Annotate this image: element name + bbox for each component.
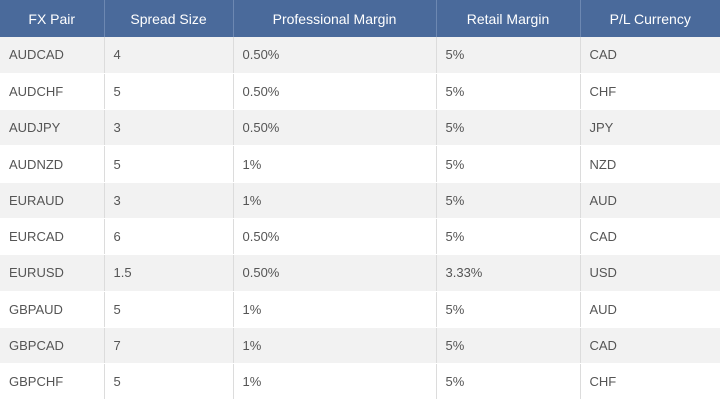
table-row: EURAUD 3 1% 5% AUD: [0, 182, 720, 219]
table-row: GBPAUD 5 1% 5% AUD: [0, 291, 720, 328]
cell-fx-pair: AUDNZD: [0, 145, 105, 183]
cell-pl-currency: JPY: [580, 109, 720, 147]
cell-retail-margin: 3.33%: [436, 254, 581, 292]
column-header-retail-margin: Retail Margin: [436, 0, 581, 37]
cell-retail-margin: 5%: [436, 37, 581, 74]
cell-spread-size: 1.5: [104, 254, 234, 292]
cell-fx-pair: GBPCAD: [0, 327, 105, 365]
cell-retail-margin: 5%: [436, 291, 581, 328]
cell-retail-margin: 5%: [436, 327, 581, 365]
header-row: FX Pair Spread Size Professional Margin …: [0, 0, 720, 37]
column-header-fx-pair: FX Pair: [0, 0, 105, 37]
cell-fx-pair: EURAUD: [0, 182, 105, 219]
cell-professional-margin: 0.50%: [233, 109, 437, 147]
cell-pl-currency: CAD: [580, 37, 720, 74]
cell-spread-size: 5: [104, 73, 234, 111]
cell-fx-pair: EURCAD: [0, 218, 105, 256]
table-row: GBPCHF 5 1% 5% CHF: [0, 363, 720, 400]
cell-pl-currency: NZD: [580, 145, 720, 183]
cell-fx-pair: EURUSD: [0, 254, 105, 292]
table-row: AUDCAD 4 0.50% 5% CAD: [0, 37, 720, 74]
cell-pl-currency: CHF: [580, 73, 720, 111]
cell-fx-pair: AUDCHF: [0, 73, 105, 111]
cell-spread-size: 3: [104, 182, 234, 219]
cell-retail-margin: 5%: [436, 109, 581, 147]
cell-spread-size: 4: [104, 37, 234, 74]
table-row: GBPCAD 7 1% 5% CAD: [0, 327, 720, 365]
cell-professional-margin: 1%: [233, 145, 437, 183]
cell-retail-margin: 5%: [436, 73, 581, 111]
table-body: AUDCAD 4 0.50% 5% CAD AUDCHF 5 0.50% 5% …: [0, 37, 720, 400]
cell-professional-margin: 1%: [233, 182, 437, 219]
table-row: EURUSD 1.5 0.50% 3.33% USD: [0, 254, 720, 292]
table-row: AUDNZD 5 1% 5% NZD: [0, 145, 720, 183]
cell-pl-currency: AUD: [580, 182, 720, 219]
cell-retail-margin: 5%: [436, 218, 581, 256]
cell-fx-pair: AUDJPY: [0, 109, 105, 147]
cell-professional-margin: 0.50%: [233, 73, 437, 111]
cell-retail-margin: 5%: [436, 363, 581, 400]
table-header: FX Pair Spread Size Professional Margin …: [0, 0, 720, 37]
cell-professional-margin: 1%: [233, 291, 437, 328]
cell-fx-pair: AUDCAD: [0, 37, 105, 74]
cell-fx-pair: GBPCHF: [0, 363, 105, 400]
cell-retail-margin: 5%: [436, 182, 581, 219]
cell-professional-margin: 1%: [233, 363, 437, 400]
cell-professional-margin: 0.50%: [233, 37, 437, 74]
cell-spread-size: 5: [104, 291, 234, 328]
cell-pl-currency: USD: [580, 254, 720, 292]
cell-spread-size: 5: [104, 145, 234, 183]
cell-professional-margin: 0.50%: [233, 254, 437, 292]
cell-professional-margin: 0.50%: [233, 218, 437, 256]
cell-pl-currency: CAD: [580, 218, 720, 256]
cell-spread-size: 6: [104, 218, 234, 256]
cell-spread-size: 5: [104, 363, 234, 400]
table-row: EURCAD 6 0.50% 5% CAD: [0, 218, 720, 256]
column-header-spread-size: Spread Size: [104, 0, 234, 37]
cell-pl-currency: CAD: [580, 327, 720, 365]
cell-pl-currency: AUD: [580, 291, 720, 328]
column-header-pl-currency: P/L Currency: [580, 0, 720, 37]
cell-fx-pair: GBPAUD: [0, 291, 105, 328]
cell-retail-margin: 5%: [436, 145, 581, 183]
table-row: AUDJPY 3 0.50% 5% JPY: [0, 109, 720, 147]
column-header-professional-margin: Professional Margin: [233, 0, 437, 37]
table-row: AUDCHF 5 0.50% 5% CHF: [0, 73, 720, 111]
cell-pl-currency: CHF: [580, 363, 720, 400]
cell-spread-size: 7: [104, 327, 234, 365]
cell-professional-margin: 1%: [233, 327, 437, 365]
cell-spread-size: 3: [104, 109, 234, 147]
